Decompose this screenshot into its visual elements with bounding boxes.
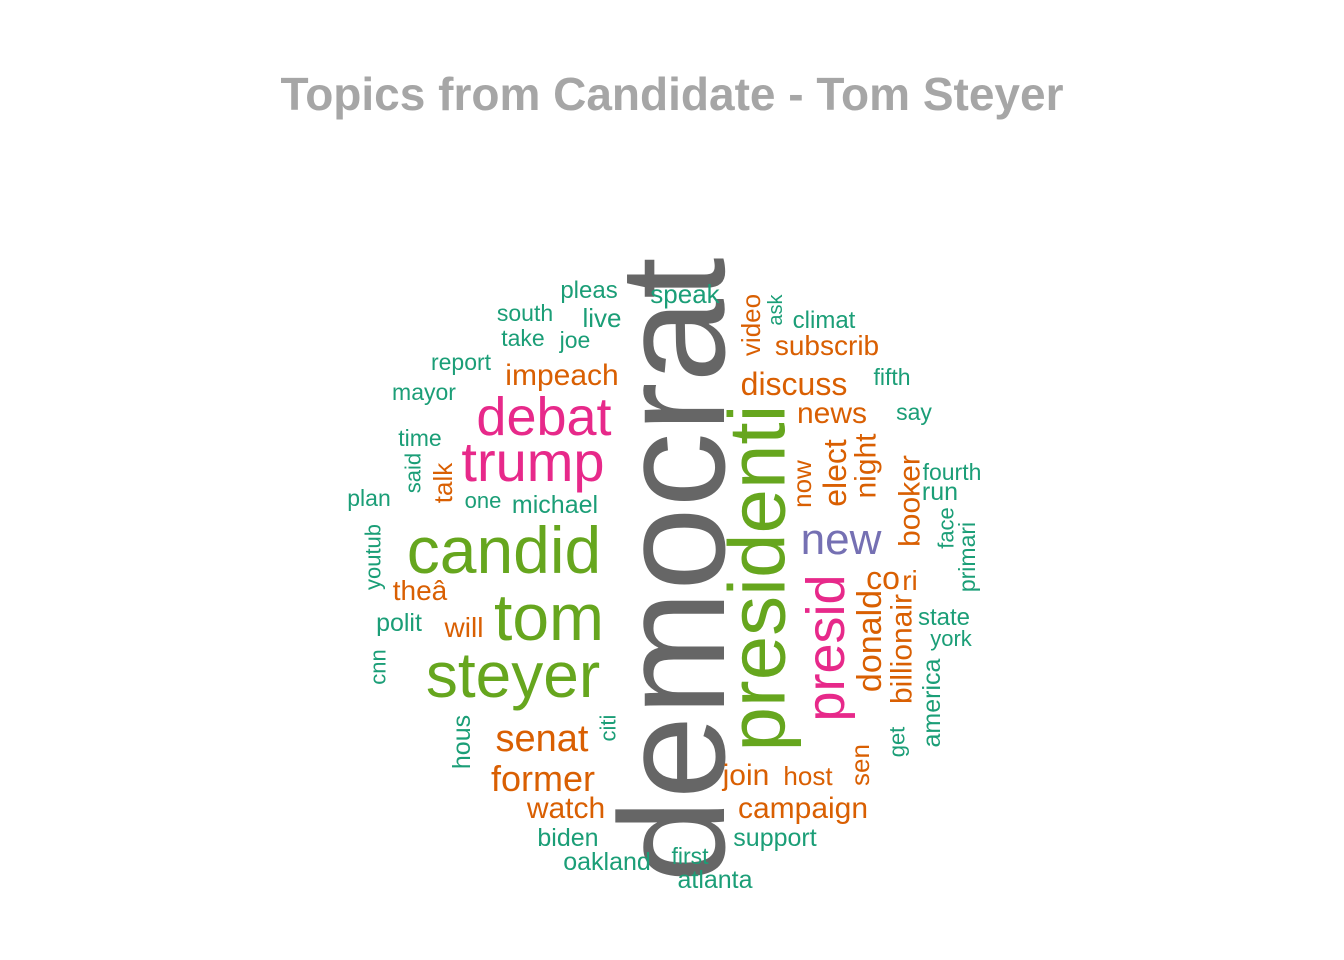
word-impeach: impeach (505, 359, 618, 392)
word-fifth: fifth (873, 364, 910, 390)
word-will: will (444, 612, 484, 643)
word-said: said (401, 453, 426, 493)
word-primari: primari (954, 522, 980, 592)
word-campaign: campaign (738, 792, 868, 825)
word-plan: plan (347, 485, 390, 511)
word-former: former (491, 758, 595, 799)
word-democrat: democrat (588, 257, 756, 882)
word-oakland: oakland (563, 848, 651, 876)
word-report: report (431, 349, 492, 375)
word-time: time (398, 425, 441, 451)
word-donald: donald (851, 590, 889, 692)
word-subscrib: subscrib (775, 330, 879, 361)
word-news: news (797, 397, 867, 430)
word-senat: senat (496, 718, 589, 760)
word-take: take (501, 325, 544, 351)
word-presid: presid (796, 574, 856, 721)
word-michael: michael (512, 491, 598, 519)
word-elect: elect (817, 439, 853, 507)
word-biden: biden (537, 824, 598, 852)
word-trump: trump (461, 430, 604, 493)
word-presidenti: presidenti (713, 405, 802, 752)
word-state: state (918, 604, 970, 631)
word-mayor: mayor (392, 379, 456, 405)
word-debat: debat (476, 387, 611, 447)
word-tom: tom (494, 580, 604, 654)
word-the-: theâ (393, 575, 448, 606)
word-candid: candid (407, 513, 602, 587)
word-booker: booker (894, 455, 927, 547)
word-face: face (934, 507, 959, 549)
word-say: say (896, 399, 932, 425)
word-run: run (922, 478, 958, 506)
word-south: south (497, 300, 553, 326)
word-join: join (722, 759, 770, 792)
word-joe: joe (559, 327, 591, 353)
word-cnn: cnn (366, 649, 391, 684)
word-co: co (866, 560, 900, 596)
word-ri: ri (902, 565, 918, 596)
word-sen: sen (845, 744, 875, 786)
word-steyer: steyer (426, 639, 600, 711)
word-hous: hous (448, 715, 476, 769)
word-america: america (918, 658, 946, 747)
word-host: host (783, 761, 833, 791)
word-fourth: fourth (923, 459, 982, 485)
word-ask: ask (765, 293, 787, 325)
word-new: new (801, 515, 882, 564)
word-support: support (733, 824, 816, 852)
word-billionair: billionair (886, 594, 919, 704)
word-get: get (885, 727, 910, 758)
word-speak: speak (650, 279, 720, 309)
word-watch: watch (526, 792, 605, 825)
chart-title: Topics from Candidate - Tom Steyer (281, 68, 1064, 120)
word-video: video (736, 294, 766, 356)
word-citi: citi (596, 715, 621, 742)
word-york: york (930, 626, 973, 651)
word-pleas: pleas (560, 277, 617, 304)
word-live: live (582, 303, 621, 333)
word-one: one (465, 488, 502, 513)
word-now: now (787, 460, 817, 508)
word-polit: polit (376, 609, 422, 637)
word-youtub: youtub (361, 524, 386, 590)
word-first: first (671, 843, 709, 869)
word-discuss: discuss (741, 366, 848, 402)
word-talk: talk (428, 462, 458, 503)
word-atlanta: atlanta (677, 866, 752, 894)
word-night: night (850, 433, 883, 499)
word-climat: climat (793, 307, 856, 334)
